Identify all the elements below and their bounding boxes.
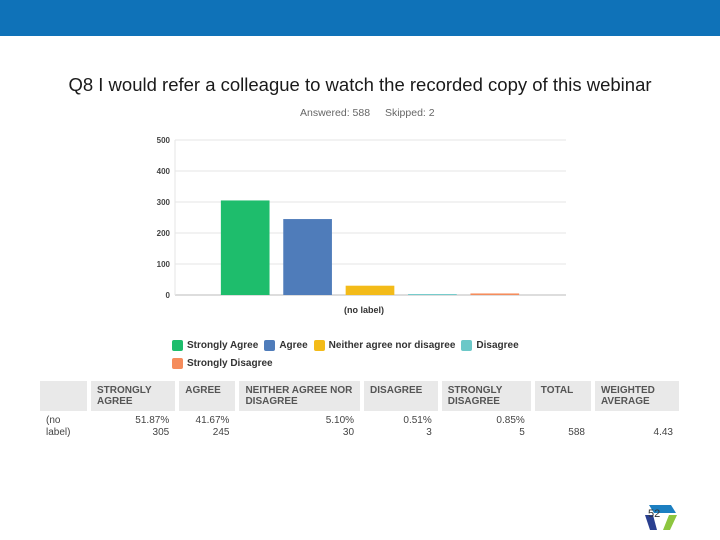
table-header-cell: WEIGHTED AVERAGE (590, 381, 679, 411)
chart-legend: Strongly Agree Agree Neither agree nor dis… (172, 338, 552, 374)
y-tick-label: 300 (157, 198, 171, 207)
weighted-average-value: 4.43 (653, 427, 673, 438)
page-number: 52 (648, 508, 661, 520)
table-header-cell (40, 381, 89, 411)
y-tick-label: 400 (157, 167, 171, 176)
legend-swatch (313, 339, 325, 351)
table-header-cell: NEITHER AGREE NOR DISAGREE (235, 381, 363, 411)
table-row: (no label) 51.87% 305 41.67% 245 5.10% 30 0.51%… (40, 411, 679, 443)
logo-icon (645, 505, 677, 530)
table-header-cell: TOTAL (530, 381, 593, 411)
bar-disagree (408, 294, 457, 295)
legend-item: Agree (264, 338, 308, 352)
legend-swatch (461, 339, 473, 351)
weighted-average-cell: 4.43 (590, 411, 679, 443)
table-cell: 0.51% 3 (360, 411, 440, 443)
table-cell: 5.10% 30 (235, 411, 363, 443)
legend-label: Strongly Agree (187, 339, 259, 351)
legend-item: Disagree (461, 338, 519, 352)
legend-label: Strongly Disagree (187, 357, 273, 369)
cell-count: 245 (212, 427, 230, 438)
table-body: (no label) 51.87% 305 41.67% 245 5.10% 30 0.51%… (40, 411, 679, 443)
legend-label: Disagree (476, 339, 519, 351)
table-cell: 0.85% 5 (437, 411, 533, 443)
question-title: Q8 I would refer a colleague to watch th… (68, 74, 652, 95)
y-tick-label: 100 (157, 260, 171, 269)
cell-percent: 0.85% (496, 415, 525, 426)
table-header-cell: AGREE (175, 381, 238, 411)
y-tick-label: 0 (166, 291, 171, 300)
response-summary: Answered: 588 Skipped: 2 (300, 107, 447, 119)
table-cell: 41.67% 245 (175, 411, 238, 443)
table-header-cell: STRONGLY DISAGREE (437, 381, 533, 411)
cell-count: 5 (519, 427, 525, 438)
cell-count: 305 (152, 427, 170, 438)
cell-percent: 41.67% (195, 415, 230, 426)
chart-bars (220, 200, 520, 295)
bar-strongly-disagree (470, 293, 520, 295)
legend-item: Strongly Agree (172, 338, 258, 352)
bar-neither-agree-nor-disagree (345, 285, 395, 295)
table-cell: 51.87% 305 (86, 411, 178, 443)
y-axis-ticks: 0 100 200 300 400 500 (157, 136, 171, 300)
legend-swatch (264, 339, 276, 351)
table-header-cell: STRONGLY AGREE (86, 381, 178, 411)
table-header-row: STRONGLY AGREE AGREE NEITHER AGREE NOR DIS… (40, 381, 679, 411)
y-tick-label: 200 (157, 229, 171, 238)
legend-swatch (172, 339, 183, 351)
bar-agree (283, 219, 332, 295)
legend-item: Strongly Disagree (172, 356, 273, 370)
header-bar (0, 0, 720, 36)
row-label: (no label) (46, 415, 71, 438)
legend-swatch (172, 357, 183, 369)
cell-percent: 0.51% (403, 415, 432, 426)
x-axis-label: (no label) (344, 305, 384, 315)
legend-item: Neither agree nor disagree (313, 338, 456, 352)
skipped-count: Skipped: 2 (384, 107, 435, 119)
bar-strongly-agree (220, 200, 270, 295)
table-header-cell: DISAGREE (360, 381, 440, 411)
results-table: STRONGLY AGREE AGREE NEITHER AGREE NOR DIS… (40, 381, 679, 443)
cell-count: 30 (342, 427, 355, 438)
total-value: 588 (568, 427, 585, 438)
legend-label: Neither agree nor disagree (328, 339, 456, 351)
cell-count: 3 (426, 427, 432, 438)
y-tick-label: 500 (157, 136, 171, 145)
cell-percent: 5.10% (325, 415, 355, 426)
answered-count: Answered: 588 (300, 107, 371, 119)
cell-percent: 51.87% (135, 415, 170, 426)
legend-label: Agree (279, 339, 308, 351)
total-cell: 588 (530, 411, 593, 443)
